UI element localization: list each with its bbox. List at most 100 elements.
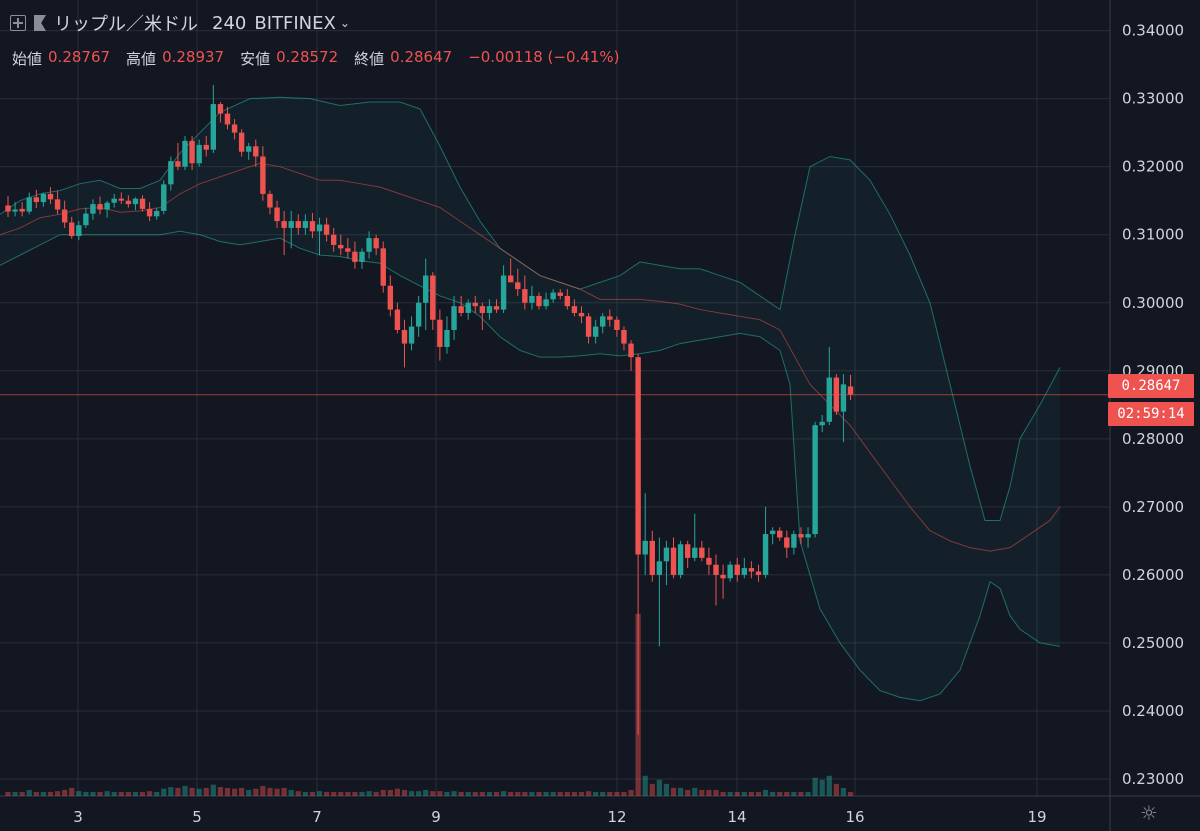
volume-bar: [550, 791, 556, 796]
volume-bar: [373, 791, 379, 796]
add-symbol-icon[interactable]: [10, 15, 26, 31]
volume-bar: [118, 791, 124, 796]
volume-bar: [798, 791, 804, 796]
volume-bar: [97, 791, 103, 796]
candle-body: [76, 225, 82, 237]
y-tick-label: 0.27000: [1122, 498, 1184, 516]
volume-bar: [380, 789, 386, 796]
candle-body: [826, 377, 832, 422]
candle-body: [600, 316, 606, 327]
candle-body: [713, 564, 719, 575]
chevron-down-icon[interactable]: ⌄: [339, 16, 350, 30]
volume-bar: [224, 787, 231, 796]
volume-bar: [777, 791, 783, 796]
candle-body: [507, 275, 514, 283]
volume-bar: [423, 789, 429, 796]
interval-label[interactable]: 240: [212, 12, 247, 34]
x-tick-label: 5: [192, 808, 202, 826]
candle-body: [734, 564, 740, 575]
candle-body: [847, 386, 854, 395]
y-tick-label: 0.23000: [1122, 770, 1184, 788]
volume-bar: [656, 779, 662, 796]
volume-bar: [451, 791, 457, 796]
symbol-name[interactable]: リップル／米ドル: [54, 14, 198, 35]
candle-body: [607, 316, 613, 320]
candle-body: [373, 238, 379, 249]
candle-body: [146, 208, 153, 217]
volume-bar: [203, 787, 209, 796]
exchange-label[interactable]: BITFINEX: [254, 12, 336, 34]
volume-bar: [621, 791, 627, 796]
candle-body: [387, 285, 394, 310]
candle-body: [260, 156, 266, 194]
candle-body: [663, 547, 670, 562]
x-tick-label: 14: [727, 808, 746, 826]
candle-body: [515, 282, 521, 290]
volume-bar: [274, 788, 280, 796]
candle-body: [316, 224, 323, 232]
close-label: 終値: [354, 50, 385, 68]
candle-body: [628, 343, 634, 358]
candle-body: [408, 326, 415, 344]
settings-gear-icon[interactable]: ☼: [1140, 801, 1158, 825]
candle-body: [762, 534, 769, 575]
candle-body: [189, 140, 195, 164]
x-tick-label: 3: [73, 808, 83, 826]
volume-bar: [628, 789, 634, 796]
candle-body: [642, 540, 648, 555]
candle-body: [175, 161, 181, 167]
volume-bar: [706, 789, 712, 796]
volume-bar: [755, 791, 762, 796]
volume-bar: [536, 791, 542, 796]
candle-body: [61, 209, 68, 223]
candle-body: [805, 534, 811, 538]
candle-body: [161, 184, 167, 211]
volume-bar: [359, 791, 365, 796]
volume-bar: [784, 791, 790, 796]
volume-bar: [260, 785, 266, 796]
candle-body: [267, 193, 273, 208]
candle-body: [819, 421, 825, 426]
volume-bar: [465, 791, 471, 796]
candle-body: [345, 248, 351, 252]
candle-body: [231, 124, 238, 133]
volume-bar: [571, 791, 577, 796]
volume-bar: [741, 791, 747, 796]
volume-bar: [40, 791, 46, 796]
volume-bar: [54, 791, 61, 796]
candle-body: [217, 104, 224, 114]
candle-body: [451, 306, 457, 330]
volume-bar: [713, 789, 719, 796]
candle-body: [741, 568, 748, 575]
candle-body: [352, 251, 358, 262]
volume-bar: [663, 783, 670, 796]
candle-body: [153, 210, 160, 217]
candle-body: [125, 200, 132, 205]
bollinger-middle-line: [0, 162, 1061, 552]
volume-bar: [564, 791, 570, 796]
x-tick-label: 12: [607, 808, 626, 826]
volume-bar: [493, 791, 500, 796]
volume-bar: [267, 787, 273, 796]
change-value: −0.00118 (−0.41%): [468, 48, 620, 66]
candle-body: [755, 571, 762, 575]
candle-body: [196, 144, 202, 164]
candle-body: [423, 275, 429, 303]
volume-bar: [472, 791, 478, 796]
candle-body: [40, 193, 47, 203]
volume-bar: [437, 791, 443, 796]
volume-bar: [416, 791, 422, 796]
volume-bar: [727, 791, 733, 796]
y-tick-label: 0.25000: [1122, 634, 1184, 652]
volume-bar: [430, 791, 436, 796]
candle-body: [359, 251, 365, 262]
candle-body: [812, 425, 818, 535]
volume-bar: [394, 788, 400, 796]
candle-body: [748, 568, 755, 572]
candle-body: [118, 198, 124, 201]
candle-body: [585, 316, 592, 337]
candle-body: [323, 224, 330, 235]
volume-bar: [217, 787, 223, 796]
volume-bar: [331, 791, 337, 796]
